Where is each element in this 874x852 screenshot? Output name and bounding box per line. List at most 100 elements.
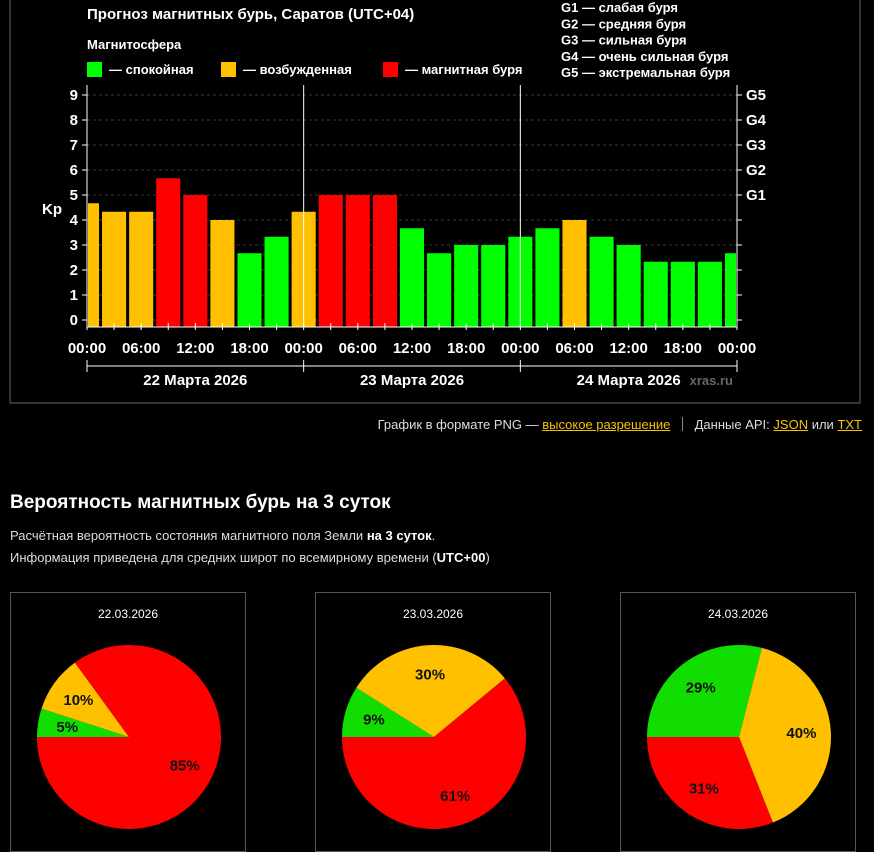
pie-chart-day-1: 5% 10% 85% <box>37 645 221 829</box>
pie-slice <box>37 708 129 737</box>
legend-swatch <box>383 62 398 77</box>
g-tick-label: G5 <box>746 87 766 104</box>
separator <box>682 417 683 431</box>
x-tick-label: 00:00 <box>284 340 322 357</box>
desc2-bold: UTC+00 <box>436 550 486 565</box>
legend-swatch <box>221 62 236 77</box>
y-tick-label: 5 <box>70 187 78 204</box>
desc1-prefix: Расчётная вероятность состояния магнитно… <box>10 528 364 543</box>
y-tick-label: 1 <box>70 287 78 304</box>
pie-card-day-2: 9% 30% 61% 23.03.2026 <box>315 592 551 852</box>
desc1-bold: на 3 суток <box>366 528 432 543</box>
kp-forecast-chart: Прогноз магнитных бурь, Саратов (UTC+04)… <box>9 0 861 404</box>
pie-slice <box>37 645 221 829</box>
g-scale-item: G2 — средняя буря <box>561 16 686 31</box>
download-links: График в формате PNG — высокое разрешени… <box>378 417 862 432</box>
g-scale-item: G3 — сильная буря <box>561 33 687 48</box>
x-tick-label: 06:00 <box>555 340 593 357</box>
kp-bar <box>670 261 695 327</box>
g-scale-item: G1 — слабая буря <box>561 0 678 15</box>
txt-link[interactable]: TXT <box>837 417 862 432</box>
chart-frame <box>9 0 861 404</box>
kp-bar <box>264 236 289 327</box>
kp-bar <box>562 220 587 327</box>
kp-bar <box>616 245 641 327</box>
pie-slice-label: 9% <box>363 712 385 729</box>
pie-slice-label: 61% <box>440 788 470 805</box>
x-tick-label: 00:00 <box>68 340 106 357</box>
pie-chart-day-2: 9% 30% 61% <box>342 645 526 829</box>
y-tick-label: 0 <box>70 312 78 329</box>
kp-bar <box>724 253 736 327</box>
y-tick-label: 9 <box>70 87 78 104</box>
kp-bar <box>399 228 425 327</box>
kp-bar <box>589 236 614 327</box>
pie-date: 22.03.2026 <box>97 607 159 621</box>
x-tick-label: 00:00 <box>718 340 756 357</box>
pie-slice-label: 85% <box>170 757 200 774</box>
x-tick-label: 06:00 <box>122 340 160 357</box>
day-label: 23 Марта 2026 <box>360 372 464 389</box>
json-link[interactable]: JSON <box>773 417 809 432</box>
desc1-suffix: . <box>431 528 436 543</box>
legend: — спокойная — возбужденная — магнитная бур… <box>87 62 522 77</box>
pie-slice <box>342 678 526 829</box>
y-tick-label: 3 <box>70 237 78 254</box>
legend-label: — магнитная буря <box>405 62 522 77</box>
pie-date: 23.03.2026 <box>402 607 464 621</box>
pie-slice <box>647 737 773 829</box>
legend-label: — возбужденная <box>243 62 352 77</box>
kp-bar <box>237 253 262 327</box>
kp-bar <box>129 211 154 327</box>
desc2-prefix: Информация приведена для средних широт п… <box>10 550 437 565</box>
kp-bar <box>88 203 100 327</box>
kp-bar <box>427 253 452 327</box>
kp-bar <box>156 178 181 327</box>
kp-bar <box>372 195 397 327</box>
pie-slice <box>356 645 505 737</box>
kp-bar <box>210 220 235 327</box>
desc2-suffix: ) <box>485 550 490 565</box>
kp-bar <box>454 245 479 327</box>
y-tick-label: 7 <box>70 137 78 154</box>
section-title: Вероятность магнитных бурь на 3 суток <box>10 492 391 513</box>
description-line-1: Расчётная вероятность состояния магнитно… <box>10 528 435 543</box>
pie-date: 24.03.2026 <box>707 607 769 621</box>
legend-title: Магнитосфера <box>87 37 182 52</box>
pie-slice-label: 30% <box>415 667 445 684</box>
png-text: График в формате PNG — <box>377 417 539 432</box>
g-tick-label: G4 <box>746 112 767 129</box>
g-scale-item: G4 — очень сильная буря <box>561 49 728 64</box>
y-tick-label: 2 <box>70 262 78 279</box>
g-tick-label: G2 <box>746 162 766 179</box>
day-label: 22 Марта 2026 <box>143 372 247 389</box>
legend-label: — спокойная <box>109 62 194 77</box>
kp-bar <box>183 195 208 327</box>
high-res-link[interactable]: высокое разрешение <box>542 417 671 432</box>
pie-chart-day-3: 29% 40% 31% <box>647 645 831 829</box>
kp-bar <box>345 195 370 327</box>
g-tick-label: G1 <box>746 187 766 204</box>
x-tick-label: 06:00 <box>339 340 377 357</box>
chart-title: Прогноз магнитных бурь, Саратов (UTC+04) <box>87 6 414 23</box>
kp-bar <box>643 261 668 327</box>
g-scale-item: G5 — экстремальная буря <box>561 65 730 80</box>
x-tick-label: 00:00 <box>501 340 539 357</box>
legend-swatch <box>87 62 102 77</box>
pie-slice-label: 29% <box>686 680 716 697</box>
pie-slice-label: 10% <box>63 692 93 709</box>
kp-bar <box>102 211 127 327</box>
y-tick-label: 6 <box>70 162 78 179</box>
pie-slice-label: 5% <box>56 719 78 736</box>
watermark: xras.ru <box>690 373 733 388</box>
kp-bar <box>697 261 722 327</box>
x-tick-label: 18:00 <box>664 340 702 357</box>
x-tick-label: 18:00 <box>230 340 268 357</box>
pie-slice <box>739 647 831 823</box>
x-tick-label: 12:00 <box>609 340 647 357</box>
plot-area: 0 1 2 3 4 5 6 7 8 9 G1 G2 G3 G4 G5 Kp 00:00 06:00 12:00 18:… <box>42 85 767 389</box>
pie-card-day-3: 29% 40% 31% 24.03.2026 <box>620 592 856 852</box>
x-tick-label: 12:00 <box>393 340 431 357</box>
pie-slice <box>342 687 434 737</box>
